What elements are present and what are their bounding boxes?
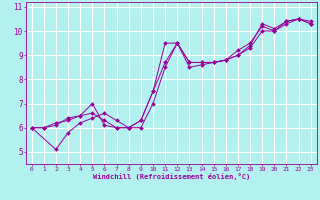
X-axis label: Windchill (Refroidissement éolien,°C): Windchill (Refroidissement éolien,°C) [92, 173, 250, 180]
